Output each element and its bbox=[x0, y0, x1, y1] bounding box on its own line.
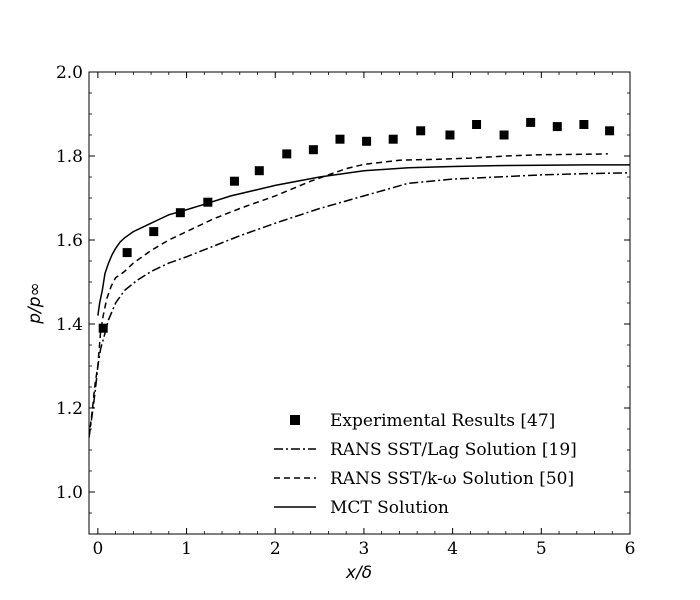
y-tick-label: 1.6 bbox=[56, 231, 83, 251]
data-point-experimental bbox=[175, 208, 185, 218]
x-tick-label: 5 bbox=[536, 539, 547, 559]
data-point-experimental bbox=[335, 134, 345, 144]
legend-label-mct-solution: MCT Solution bbox=[330, 498, 449, 518]
series-line-mct-solution bbox=[97, 164, 630, 316]
data-point-experimental bbox=[552, 122, 562, 132]
y-tick-label: 1.4 bbox=[56, 315, 83, 335]
data-point-experimental bbox=[149, 227, 159, 237]
x-axis-label: x/δ bbox=[345, 563, 372, 583]
data-point-experimental bbox=[445, 130, 455, 140]
chart-marks bbox=[89, 117, 630, 438]
data-point-experimental bbox=[229, 176, 239, 186]
x-tick-label: 6 bbox=[625, 539, 636, 559]
x-tick-label: 2 bbox=[270, 539, 281, 559]
x-tick-label: 4 bbox=[447, 539, 458, 559]
series-line-rans-sst-k-solution-50 bbox=[89, 153, 608, 438]
legend-marker-experimental-results-47 bbox=[290, 415, 300, 425]
data-point-experimental bbox=[122, 248, 132, 258]
data-point-experimental bbox=[282, 149, 292, 159]
data-point-experimental bbox=[388, 134, 398, 144]
y-tick-label: 1.2 bbox=[56, 399, 83, 419]
plot-area bbox=[88, 71, 631, 535]
data-point-experimental bbox=[416, 126, 426, 136]
data-point-experimental bbox=[605, 126, 615, 136]
data-point-experimental bbox=[203, 197, 213, 207]
y-tick-label: 2.0 bbox=[56, 63, 83, 83]
data-point-experimental bbox=[98, 323, 108, 333]
legend-label-rans-sst-lag-solution-19: RANS SST/Lag Solution [19] bbox=[330, 440, 577, 460]
data-point-experimental bbox=[499, 130, 509, 140]
legend-label-rans-sst-k-solution-50: RANS SST/k-ω Solution [50] bbox=[330, 469, 574, 489]
y-tick-label: 1.8 bbox=[56, 147, 83, 167]
x-tick-label: 0 bbox=[92, 539, 103, 559]
data-point-experimental bbox=[472, 120, 482, 129]
y-tick-label: 1.0 bbox=[56, 483, 83, 503]
legend-label-experimental-results-47: Experimental Results [47] bbox=[330, 411, 555, 431]
y-axis-label: p/p∞ bbox=[25, 282, 45, 324]
data-point-experimental bbox=[254, 166, 264, 176]
data-point-experimental bbox=[526, 117, 536, 127]
series-line-rans-sst-lag-solution-19 bbox=[89, 172, 630, 438]
legend: Experimental Results [47] RANS SST/Lag So… bbox=[274, 411, 577, 518]
x-tick-label: 3 bbox=[359, 539, 370, 559]
data-point-experimental bbox=[362, 136, 372, 146]
data-point-experimental bbox=[308, 145, 318, 155]
x-tick-label: 1 bbox=[181, 539, 192, 559]
data-point-experimental bbox=[579, 120, 589, 129]
chart-axes: 0 1 2 3 4 5 6 1.0 1.2 1.4 1.6 1.8 2.0 bbox=[56, 63, 635, 559]
